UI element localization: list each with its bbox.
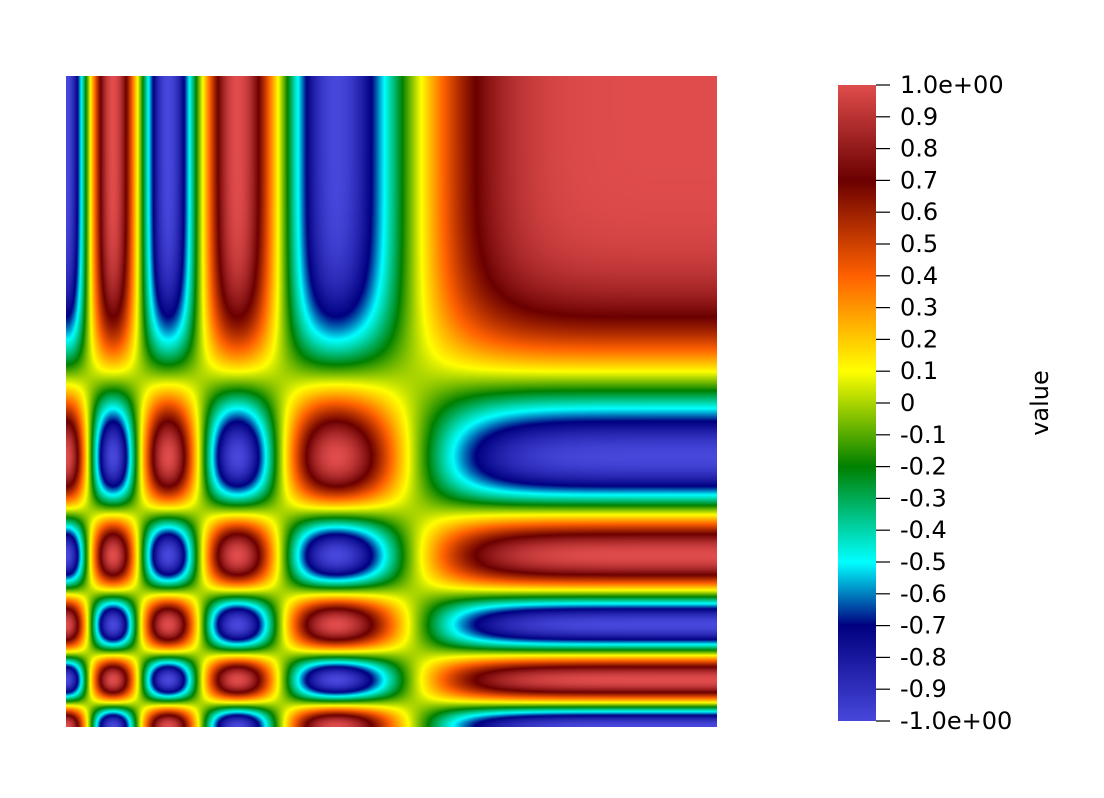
colorbar-tick-label: -0.2 xyxy=(900,453,947,481)
colorbar-tick-label: -0.9 xyxy=(900,675,947,703)
colorbar-title: value xyxy=(1026,370,1054,436)
colorbar-tick-label: 0.1 xyxy=(900,357,938,385)
colorbar-gradient xyxy=(838,85,876,721)
colorbar-ticks: 1.0e+00 0.9 0.8 0.7 0.6 0.5 0.4 0.3 0.2 0.1 0 -0.1 -… xyxy=(876,71,1012,735)
heatmap-plot xyxy=(66,76,717,727)
colorbar-tick-label: -0.1 xyxy=(900,421,947,449)
colorbar-tick-label: -0.6 xyxy=(900,580,947,608)
colorbar-tick-label: 0.4 xyxy=(900,262,938,290)
colorbar-tick-label: -1.0e+00 xyxy=(900,707,1012,735)
colorbar-tick-label: 0.2 xyxy=(900,325,938,353)
colorbar-tick-label: 0.8 xyxy=(900,135,938,163)
colorbar-tick-label: 0.9 xyxy=(900,103,938,131)
colorbar-tick-label: -0.8 xyxy=(900,643,947,671)
colorbar-tick-label: -0.4 xyxy=(900,516,947,544)
colorbar: 1.0e+00 0.9 0.8 0.7 0.6 0.5 0.4 0.3 0.2 0.1 0 -0.1 -… xyxy=(838,71,1054,735)
colorbar-tick-label: 0.7 xyxy=(900,166,938,194)
colorbar-tick-label: 0.5 xyxy=(900,230,938,258)
colorbar-tick-label: -0.7 xyxy=(900,612,947,640)
colorbar-tick-label: 1.0e+00 xyxy=(900,71,1004,99)
colorbar-tick-label: -0.3 xyxy=(900,484,947,512)
colorbar-tick-label: 0.3 xyxy=(900,294,938,322)
colorbar-tick-label: -0.5 xyxy=(900,548,947,576)
colorbar-tick-label: 0 xyxy=(900,389,915,417)
colorbar-tick-label: 0.6 xyxy=(900,198,938,226)
